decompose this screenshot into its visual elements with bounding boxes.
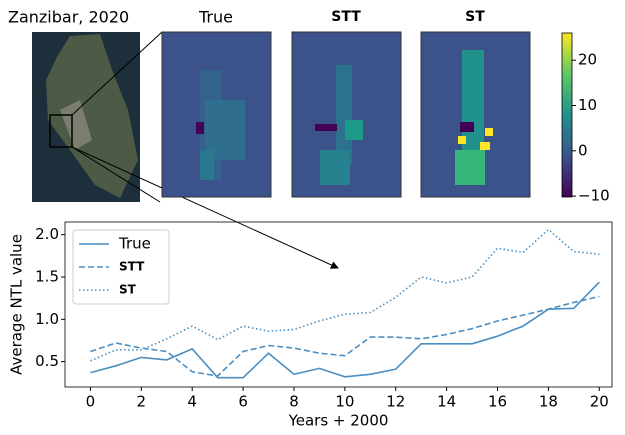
legend-label: STT <box>119 260 145 274</box>
legend <box>72 229 170 305</box>
x-axis-label: Years + 2000 <box>288 412 389 430</box>
y-tick-label: 0 <box>578 141 588 159</box>
colorbar <box>561 32 573 198</box>
x-tick-label: 8 <box>289 393 299 411</box>
x-tick-label: 4 <box>187 393 197 411</box>
x-tick-label: 12 <box>386 393 405 411</box>
x-tick-label: 2 <box>137 393 147 411</box>
panel-title: ST <box>465 9 485 25</box>
y-axis-label: Average NTL value <box>8 234 26 375</box>
x-tick-label: 16 <box>488 393 507 411</box>
panel-title: True <box>198 8 233 27</box>
x-tick-label: 0 <box>86 393 96 411</box>
series-line <box>90 295 600 377</box>
legend-label: ST <box>119 283 137 297</box>
x-tick-label: 6 <box>238 393 248 411</box>
y-tick-label: 1.0 <box>35 310 59 328</box>
y-tick-label: 0.5 <box>35 352 59 370</box>
heatmap-st <box>420 31 531 198</box>
plot-area <box>64 221 613 388</box>
y-tick-label: 1.5 <box>35 268 59 286</box>
heatmap-stt <box>291 31 402 198</box>
x-tick-label: 20 <box>590 393 609 411</box>
panel-title: STT <box>331 9 361 25</box>
heatmap-true <box>161 31 272 198</box>
series-line <box>90 281 600 379</box>
x-tick-label: 10 <box>335 393 354 411</box>
y-tick-label: 2.0 <box>35 225 59 243</box>
y-tick-label: −10 <box>578 187 610 205</box>
x-tick-label: 18 <box>539 393 558 411</box>
x-tick-label: 14 <box>437 393 456 411</box>
legend-label: True <box>118 235 151 253</box>
satellite-image <box>32 31 339 269</box>
y-tick-label: 20 <box>578 51 597 69</box>
y-tick-label: 10 <box>578 96 597 114</box>
figure-title: Zanzibar, 2020 <box>8 8 129 27</box>
